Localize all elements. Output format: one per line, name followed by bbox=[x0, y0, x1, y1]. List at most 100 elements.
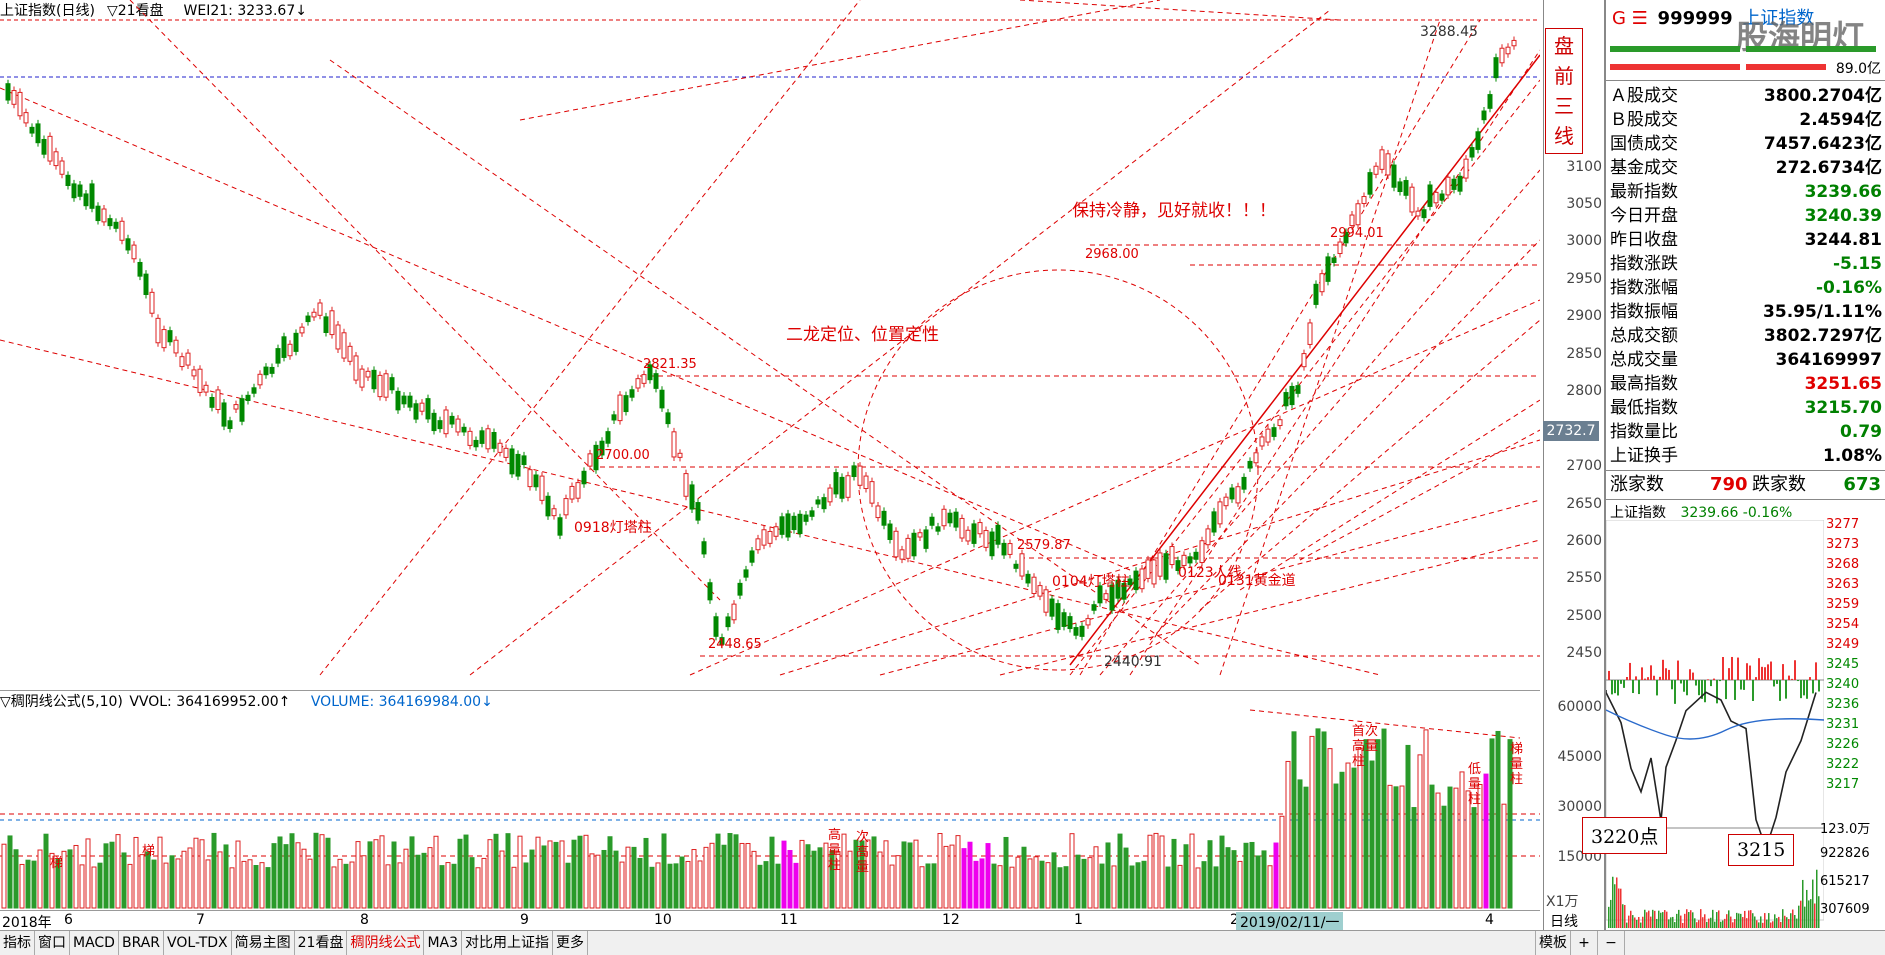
tab-brar[interactable]: BRAR bbox=[119, 931, 165, 955]
tab-template[interactable]: 模板 bbox=[1535, 931, 1571, 955]
volume-chart[interactable] bbox=[0, 690, 1540, 910]
volume-bar bbox=[61, 850, 67, 909]
candle-body bbox=[1007, 543, 1013, 555]
time-axis[interactable]: 2018年 6 7 8 9 10 11 12 1 2 4 4 2019/02/1… bbox=[0, 910, 1540, 932]
volume-bar bbox=[1483, 773, 1489, 909]
chart-mode[interactable]: ▽21看盘 bbox=[106, 3, 164, 19]
volume-bar bbox=[925, 863, 931, 909]
price-tick: 3100 bbox=[1566, 159, 1602, 175]
volume-bar bbox=[673, 863, 679, 909]
axis-label: 12 bbox=[942, 912, 960, 928]
volume-bar bbox=[181, 850, 187, 909]
candle-body bbox=[281, 336, 287, 358]
candle-body bbox=[131, 244, 137, 260]
price-axis[interactable]: 3100 3050 3000 2950 2900 2850 2800 2700 … bbox=[1543, 0, 1604, 940]
divider bbox=[1606, 80, 1885, 81]
tab-window[interactable]: 窗口 bbox=[35, 931, 70, 955]
intraday-volume-bar bbox=[1644, 909, 1646, 928]
tab-21-watch[interactable]: 21看盘 bbox=[295, 931, 348, 955]
tab-macd[interactable]: MACD bbox=[70, 931, 119, 955]
intraday-bar bbox=[1758, 658, 1760, 680]
volume-bar bbox=[631, 846, 637, 909]
candle-body bbox=[563, 498, 569, 516]
volume-bar bbox=[283, 844, 289, 909]
volume-bar bbox=[1177, 864, 1183, 909]
tab-simple-main[interactable]: 简易主图 bbox=[232, 931, 295, 955]
volume-bar bbox=[979, 858, 985, 909]
volume-bar bbox=[199, 839, 205, 909]
zoom-in-button[interactable]: + bbox=[1571, 931, 1598, 955]
volume-bar bbox=[421, 852, 427, 909]
price-tick: 3050 bbox=[1566, 196, 1602, 212]
intraday-volume-bar bbox=[1656, 918, 1658, 928]
tab-dense-yin-formula[interactable]: 稠阴线公式 bbox=[347, 931, 425, 955]
candle-body bbox=[677, 452, 683, 458]
intraday-chart[interactable] bbox=[1606, 520, 1824, 930]
candle-body bbox=[617, 394, 623, 422]
volume-bar bbox=[943, 845, 949, 909]
volume-bar bbox=[529, 849, 535, 909]
kline-chart[interactable] bbox=[0, 0, 1540, 690]
candle-body bbox=[1445, 176, 1451, 196]
volume-bar bbox=[169, 855, 175, 909]
intraday-bar bbox=[1659, 676, 1661, 680]
candle-body bbox=[1283, 392, 1289, 407]
candle-body bbox=[359, 368, 365, 388]
intraday-volume-bar bbox=[1686, 909, 1688, 928]
volume-bar bbox=[511, 866, 517, 909]
candle-body bbox=[755, 538, 761, 551]
volume-bar bbox=[1135, 862, 1141, 909]
candle-body bbox=[1139, 568, 1145, 590]
volume-bar bbox=[535, 836, 541, 909]
tab-vol-tdx[interactable]: VOL-TDX bbox=[164, 931, 232, 955]
volume-bar bbox=[829, 850, 835, 909]
volume-bar bbox=[961, 848, 967, 909]
candle-body bbox=[1487, 94, 1493, 109]
period-label[interactable]: 日线 bbox=[1550, 914, 1578, 930]
candle-body bbox=[623, 395, 629, 413]
volume-bar bbox=[541, 845, 547, 909]
tab-ma3[interactable]: MA3 bbox=[424, 931, 463, 955]
intraday-volume-bar bbox=[1760, 916, 1762, 928]
volume-bar bbox=[583, 834, 589, 909]
tab-compare-index[interactable]: 对比用上证指 bbox=[462, 931, 554, 955]
intraday-volume-bar bbox=[1780, 921, 1782, 928]
intraday-volume-bar bbox=[1708, 918, 1710, 928]
intraday-bar bbox=[1797, 680, 1799, 682]
intraday-volume-bar bbox=[1790, 913, 1792, 928]
volume-bar bbox=[205, 859, 211, 909]
tab-indicator[interactable]: 指标 bbox=[0, 931, 35, 955]
candle-body bbox=[881, 510, 887, 526]
candle-body bbox=[473, 439, 479, 448]
intraday-volume-bar bbox=[1764, 913, 1766, 928]
intraday-bar bbox=[1614, 680, 1616, 694]
candle-body bbox=[905, 537, 911, 559]
label-2448: 2448.65 bbox=[708, 637, 762, 652]
candle-body bbox=[335, 324, 341, 350]
candle-body bbox=[137, 261, 143, 277]
candle-body bbox=[695, 502, 701, 521]
volume-bar bbox=[133, 836, 139, 909]
intraday-volume-bar bbox=[1620, 888, 1622, 928]
intraday-bar bbox=[1749, 665, 1751, 680]
intraday-bar bbox=[1806, 680, 1808, 699]
chart-title[interactable]: 上证指数(日线) bbox=[0, 3, 95, 19]
zoom-out-button[interactable]: − bbox=[1598, 931, 1625, 955]
candle-body bbox=[203, 384, 209, 393]
candle-body bbox=[245, 394, 251, 401]
volume-bar bbox=[319, 834, 325, 909]
volume-bar bbox=[1273, 842, 1279, 909]
volume-bar bbox=[469, 857, 475, 909]
volume-formula-title[interactable]: ▽稠阴线公式(5,10) bbox=[0, 694, 123, 710]
tab-more[interactable]: 更多 bbox=[553, 931, 589, 955]
intraday-bar bbox=[1662, 659, 1664, 680]
volume-bar bbox=[901, 841, 907, 909]
candle-body bbox=[581, 470, 587, 485]
candle-body bbox=[515, 453, 521, 477]
candle-body bbox=[851, 465, 857, 478]
volume-bar bbox=[1057, 867, 1063, 909]
quote-prefix[interactable]: G ☰ bbox=[1612, 8, 1648, 29]
candle-body bbox=[239, 398, 245, 422]
intraday-bar bbox=[1761, 666, 1763, 680]
quote-row-label: 最低指数 bbox=[1610, 398, 1678, 418]
